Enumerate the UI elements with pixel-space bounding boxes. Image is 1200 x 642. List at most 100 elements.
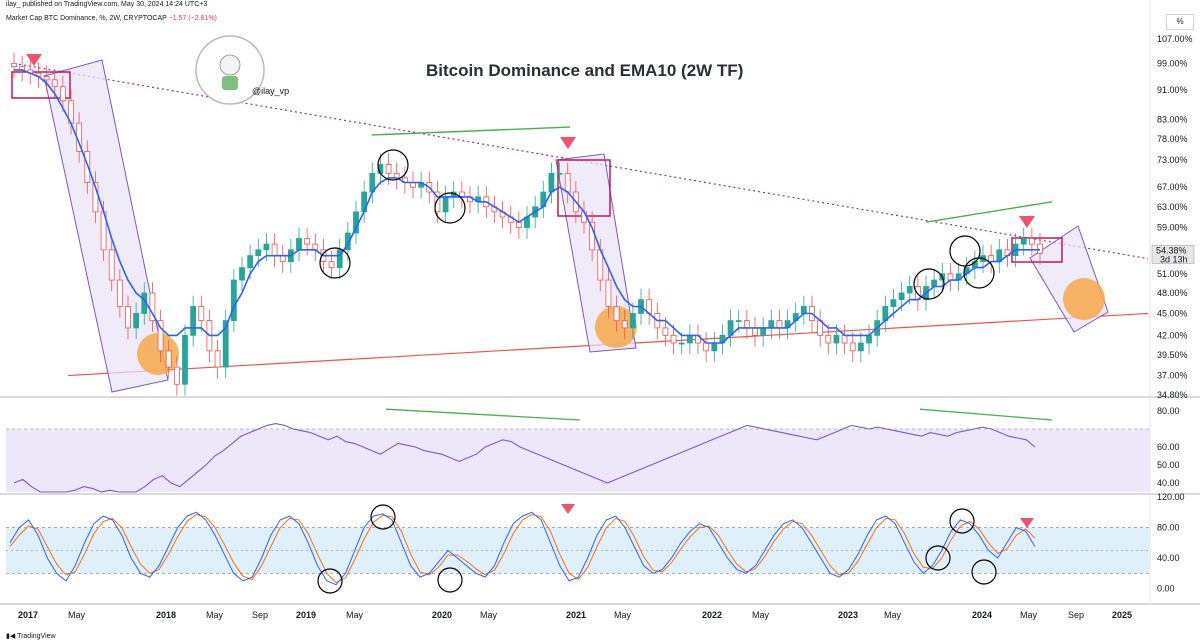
candle-body — [442, 196, 449, 213]
candle-body — [752, 327, 758, 336]
candle-body — [304, 238, 311, 245]
candle-body — [43, 76, 50, 81]
time-axis-tick: 2017 — [18, 610, 38, 620]
candle-body — [51, 79, 58, 88]
top-box-2017 — [11, 71, 71, 99]
candle-body — [703, 342, 710, 352]
price-axis-tick: 51.00% — [1157, 269, 1188, 279]
candle-body — [214, 350, 221, 368]
bottom-zone-projected — [1063, 278, 1105, 320]
stoch-pivot-circle — [971, 559, 997, 585]
candle-body — [898, 292, 905, 301]
candle-body — [108, 249, 115, 281]
candle-body — [328, 261, 335, 269]
candle-body — [849, 342, 856, 352]
time-axis-tick: May — [346, 610, 364, 620]
price-axis-tick: 63.00% — [1157, 202, 1188, 212]
rsi-divergence-line-2024 — [919, 408, 1053, 421]
price-axis-tick: 39.50% — [1157, 350, 1188, 360]
time-axis-tick: May — [480, 610, 498, 620]
price-axis-tick: 107.00% — [1157, 34, 1193, 44]
candle-body — [678, 342, 685, 345]
candle-body — [1028, 238, 1035, 245]
candle-body — [296, 238, 302, 251]
candle-body — [613, 306, 620, 322]
candle-body — [263, 243, 270, 251]
chart-title: Bitcoin Dominance and EMA10 (2W TF) — [426, 61, 743, 80]
candle-body — [133, 313, 140, 329]
candle-body — [173, 366, 180, 385]
price-axis-tick: 73.00% — [1157, 155, 1188, 165]
candle-body — [125, 306, 131, 329]
last-price-label: 54.38% — [1156, 245, 1187, 255]
bottom-zone-2021 — [595, 306, 637, 348]
top-box-2024 — [1011, 237, 1063, 263]
candle-body — [116, 279, 123, 307]
symbol-line: Market Cap BTC Dominance, %, 2W, CRYPTOC… — [6, 15, 217, 22]
candle-body — [711, 342, 718, 352]
time-axis-tick: Sep — [1068, 610, 1084, 620]
candle-body — [890, 299, 897, 307]
stoch-axis-tick: 80.00 — [1157, 523, 1180, 533]
pivot-marker-circle — [377, 149, 409, 181]
candle-body — [947, 273, 954, 281]
unit-toggle-button[interactable]: % — [1166, 14, 1194, 30]
candle-body — [931, 279, 938, 287]
time-axis-tick: 2025 — [1112, 610, 1132, 620]
stoch-pivot-circle — [437, 567, 463, 593]
candle-body — [11, 63, 17, 68]
pivot-marker-circle — [963, 257, 995, 289]
candle-body — [825, 334, 832, 344]
pivot-marker-circle — [913, 268, 945, 300]
pivot-marker-circle — [434, 192, 466, 224]
candle-body — [866, 334, 872, 344]
price-axis-tick: 34.80% — [1157, 390, 1188, 400]
time-axis-tick: 2020 — [432, 610, 452, 620]
candle-body — [312, 243, 319, 251]
time-axis-tick: Sep — [252, 610, 268, 620]
time-axis-tick: 2023 — [838, 610, 858, 620]
candle-body — [988, 255, 995, 262]
rsi-band — [6, 429, 1150, 492]
candle-body — [670, 334, 677, 344]
candle-body — [336, 249, 343, 269]
candle-body — [385, 164, 392, 174]
ema10-line — [14, 69, 1040, 344]
tradingview-logo: ▮◀ TradingView — [6, 632, 56, 640]
candle-body — [833, 334, 840, 344]
candle-body — [548, 172, 555, 193]
candle-body — [906, 286, 913, 294]
countdown-label: 3d 13h — [1160, 254, 1188, 264]
stoch-d-line — [9, 513, 1036, 584]
candle-body — [255, 249, 262, 257]
stoch-pivot-circle — [317, 568, 343, 594]
rsi-line — [13, 423, 1036, 493]
candle-body — [84, 151, 91, 183]
publish-info: ilay_ published on TradingView.com, May … — [6, 1, 208, 8]
brand-name: TradingView — [17, 633, 56, 640]
price-axis-tick: 45.00% — [1157, 308, 1188, 318]
candle-body — [1020, 238, 1027, 245]
candle-body — [279, 255, 286, 262]
price-axis-tick: 91.00% — [1157, 85, 1188, 95]
candle-body — [239, 267, 245, 281]
candle-body — [198, 306, 205, 322]
candle-body — [149, 292, 156, 322]
tv-brand-icon: ▮◀ — [6, 633, 18, 640]
price-change: −1.57 (−2.81%) — [168, 15, 217, 22]
candle-body — [605, 279, 612, 307]
candle-body — [841, 334, 848, 344]
time-axis-tick: 2021 — [566, 610, 586, 620]
candle-body — [629, 313, 636, 329]
stoch-signal-triangle — [1020, 518, 1034, 528]
candle-body — [271, 243, 278, 257]
time-axis-tick: May — [614, 610, 632, 620]
stoch-pivot-circle — [925, 545, 951, 571]
top-signal-triangle — [560, 137, 576, 149]
rsi-axis-tick: 40.00 — [1157, 478, 1180, 488]
candle-body — [743, 320, 750, 329]
avatar-body-icon — [222, 76, 238, 90]
pivot-marker-circle — [319, 247, 351, 279]
bearish-divergence-line-2020 — [371, 126, 571, 136]
